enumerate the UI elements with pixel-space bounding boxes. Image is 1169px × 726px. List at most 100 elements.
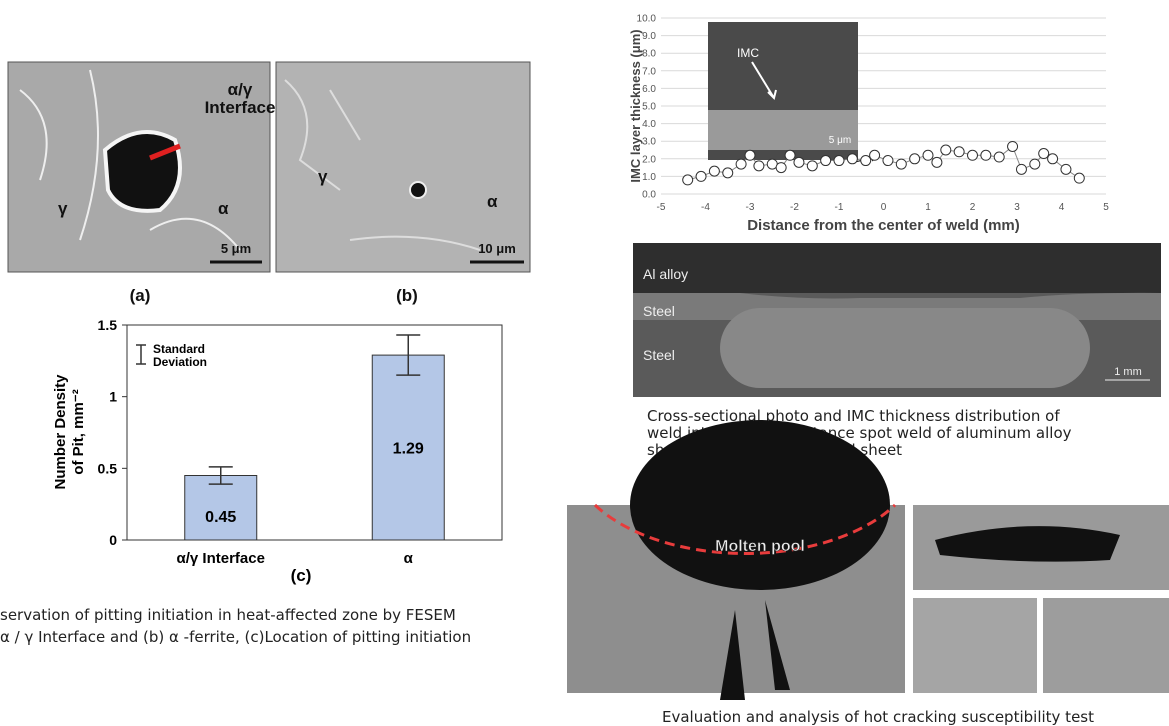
- point: [1061, 164, 1071, 174]
- point: [994, 152, 1004, 162]
- label: Molten pool: [715, 538, 805, 555]
- y-tick-label: 9.0: [642, 31, 656, 42]
- pit: [105, 132, 180, 211]
- point: [785, 150, 795, 160]
- point: [696, 171, 706, 181]
- label: Interface: [205, 98, 276, 117]
- y-axis-label: IMC layer thickness (μm): [628, 29, 643, 182]
- x-tick-label: -5: [657, 202, 666, 213]
- x-tick-label: -1: [835, 202, 844, 213]
- point: [883, 156, 893, 166]
- x-tick-label: α: [404, 550, 414, 567]
- panel-label: (a): [130, 286, 151, 305]
- point: [834, 156, 844, 166]
- point: [736, 159, 746, 169]
- point: [794, 157, 804, 167]
- x-tick-label: -4: [701, 202, 710, 213]
- caption: Evaluation and analysis of hot cracking …: [662, 708, 1094, 726]
- scale-label: 5 μm: [221, 241, 251, 256]
- point: [821, 156, 831, 166]
- point: [723, 168, 733, 178]
- point: [683, 175, 693, 185]
- label: γ: [58, 199, 68, 218]
- legend-label: Standard: [153, 342, 205, 356]
- y-tick-label: 1: [109, 389, 117, 405]
- y-tick-label: 5.0: [642, 102, 656, 113]
- point: [1039, 149, 1049, 159]
- x-tick-label: -3: [746, 202, 755, 213]
- line-chart: 0.0 1.0 2.0 3.0 4.0 5.0 6.0 7.0 8.0 9.0 10.0 -5 -4 -3…: [628, 14, 1109, 235]
- point: [1008, 141, 1018, 151]
- point: [932, 157, 942, 167]
- point: [954, 147, 964, 157]
- caption: α / γ Interface and (b) α -ferrite, (c)L…: [0, 628, 471, 646]
- y-tick-label: 1.5: [98, 317, 118, 333]
- label: Steel: [643, 347, 675, 363]
- bar: [185, 476, 257, 541]
- point: [709, 166, 719, 176]
- y-tick-label: 1.0: [642, 172, 656, 183]
- point: [745, 150, 755, 160]
- inset-scale: 5 μm: [829, 135, 851, 146]
- x-tick-label: α/γ Interface: [177, 550, 265, 567]
- panel-label: (b): [396, 286, 418, 305]
- y-axis-label: of Pit, mm⁻²: [70, 389, 87, 474]
- point: [896, 159, 906, 169]
- point: [1030, 159, 1040, 169]
- point: [807, 161, 817, 171]
- point: [1074, 173, 1084, 183]
- point: [870, 150, 880, 160]
- x-tick-label: 4: [1059, 202, 1065, 213]
- y-tick-label: 3.0: [642, 137, 656, 148]
- point: [981, 150, 991, 160]
- legend-symbol: [136, 345, 146, 364]
- y-tick-label: 6.0: [642, 84, 656, 95]
- y-tick-label: 10.0: [637, 14, 657, 25]
- nugget: [720, 308, 1090, 388]
- legend-label: Deviation: [153, 355, 207, 369]
- point: [941, 145, 951, 155]
- label: α: [487, 192, 498, 211]
- caption: servation of pitting initiation in heat-…: [0, 606, 456, 624]
- point: [968, 150, 978, 160]
- y-tick-label: 0.5: [98, 460, 118, 476]
- point: [776, 163, 786, 173]
- y-tick-label: 2.0: [642, 154, 656, 165]
- scale-label: 10 μm: [478, 241, 516, 256]
- x-tick-label: 3: [1014, 202, 1020, 213]
- label: Steel: [643, 303, 675, 319]
- panel-label: (c): [291, 566, 312, 585]
- x-axis-label: Distance from the center of weld (mm): [747, 217, 1020, 234]
- value-label: 0.45: [205, 509, 236, 526]
- point: [910, 154, 920, 164]
- label: α: [218, 199, 229, 218]
- al-layer: [633, 243, 1161, 293]
- point: [861, 156, 871, 166]
- point: [923, 150, 933, 160]
- label: α/γ: [228, 80, 253, 99]
- y-tick-label: 8.0: [642, 49, 656, 60]
- x-tick-label: 2: [970, 202, 976, 213]
- y-tick-label: 4.0: [642, 119, 656, 130]
- point: [754, 161, 764, 171]
- inset-label: IMC: [737, 46, 759, 60]
- point: [1048, 154, 1058, 164]
- photo: [1043, 598, 1169, 693]
- caption: Cross-sectional photo and IMC thickness …: [647, 407, 1060, 425]
- y-tick-label: 0.0: [642, 190, 656, 201]
- y-axis-label: Number Density: [52, 374, 69, 490]
- x-tick-label: 1: [925, 202, 931, 213]
- y-tick-label: 7.0: [642, 66, 656, 77]
- value-label: 1.29: [393, 441, 424, 458]
- label: γ: [318, 167, 328, 186]
- point: [847, 154, 857, 164]
- photo: [913, 598, 1037, 693]
- pit: [410, 182, 426, 198]
- scale-label: 1 mm: [1114, 366, 1142, 378]
- y-tick-label: 0: [109, 532, 117, 548]
- molten-pool: [630, 420, 890, 590]
- label: Al alloy: [643, 266, 688, 282]
- x-tick-label: 0: [881, 202, 887, 213]
- x-tick-label: 5: [1103, 202, 1109, 213]
